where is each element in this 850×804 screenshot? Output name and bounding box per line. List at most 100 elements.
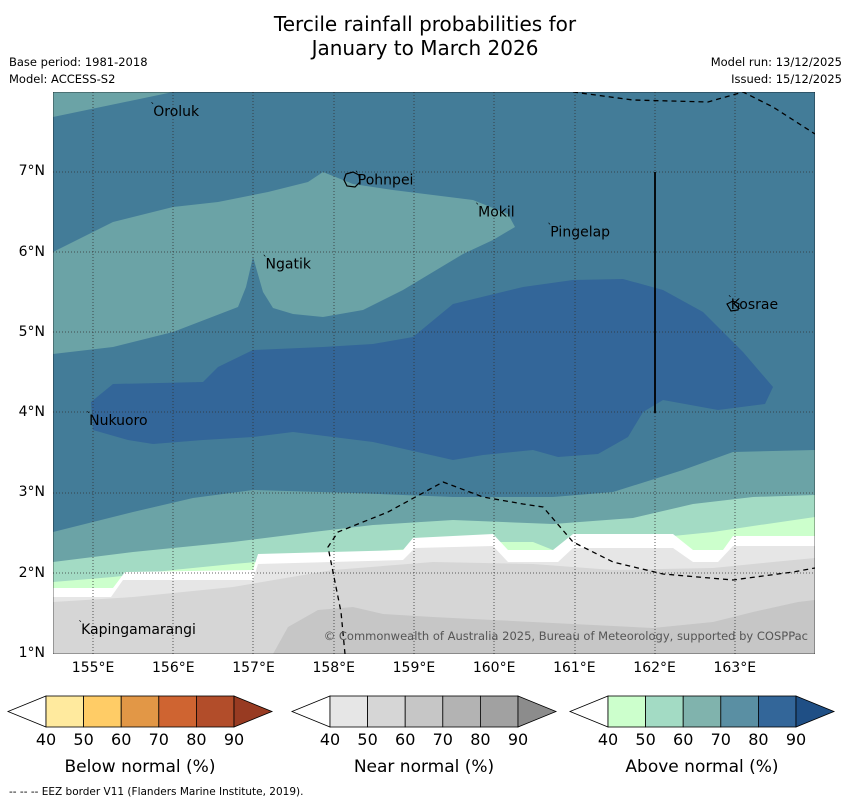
colorbar-tick-label: 40: [320, 730, 340, 749]
colorbar-tick-label: 70: [149, 730, 169, 749]
forecast-map: `Oroluk`Pohnpei`Mokil`Pingelap`Ngatik`Ko…: [53, 92, 815, 654]
probability-fields: [53, 92, 815, 654]
title-line-2: January to March 2026: [311, 36, 539, 60]
colorbar-left-arrow: [6, 695, 47, 728]
lon-tick-label: 155°E: [71, 660, 115, 676]
colorbar-right-arrow: [233, 695, 274, 728]
base-period-text: Base period: 1981-2018: [9, 55, 148, 69]
lat-tick-label: 5°N: [18, 323, 45, 340]
title-line-1: Tercile rainfall probabilities for: [273, 12, 577, 36]
copyright-text: © Commonwealth of Australia 2025, Bureau…: [324, 629, 808, 643]
colorbar-segment: [607, 695, 646, 728]
lat-tick-label: 6°N: [18, 243, 45, 260]
model-text: Model: ACCESS-S2: [9, 72, 116, 86]
place-marker: `: [86, 410, 91, 422]
place-label-mokil: Mokil: [478, 204, 515, 220]
lon-tick-label: 158°E: [312, 660, 356, 676]
colorbar-tick-label: 60: [673, 730, 693, 749]
place-label-kapingamarangi: Kapingamarangi: [81, 622, 196, 638]
colorbar-segment: [442, 695, 481, 728]
lon-tick-label: 162°E: [633, 660, 676, 676]
place-marker: `: [78, 619, 83, 631]
place-marker: `: [475, 201, 480, 213]
islands: [343, 171, 740, 312]
place-marker: `: [547, 222, 552, 234]
issued-text: Issued: 15/12/2025: [731, 72, 842, 86]
colorbar-2: 40 50 60 70 80 90 Above normal (%): [568, 695, 836, 777]
colorbar-tick-label: 80: [186, 730, 206, 749]
run-info: Model run: 13/12/2025 Issued: 15/12/2025: [711, 54, 842, 88]
colorbar-tick-label: 90: [786, 730, 806, 749]
colorbars: 40 50 60 70 80 90 Below normal (%) 40 50 60 70 80 90…: [6, 695, 836, 777]
eez-border-south: [327, 481, 815, 654]
colorbar-segment: [645, 695, 684, 728]
colorbar-segment: [367, 695, 406, 728]
place-label-pohnpei: Pohnpei: [358, 172, 414, 188]
lat-tick-label: 1°N: [18, 645, 45, 661]
colorbar-tick-label: 40: [36, 730, 56, 749]
colorbar-tick-label: 40: [598, 730, 618, 749]
colorbar-tick-label: 70: [711, 730, 731, 749]
kosrae-island: [726, 300, 740, 312]
colorbar-tick-label: 90: [224, 730, 244, 749]
colorbar-right-arrow: [517, 695, 558, 728]
colorbar-title: Below normal (%): [65, 757, 216, 777]
place-marker: `: [150, 101, 155, 113]
model-info: Base period: 1981-2018 Model: ACCESS-S2: [9, 54, 148, 88]
lat-tick-label: 7°N: [18, 163, 45, 180]
colorbar-tick-label: 80: [470, 730, 490, 749]
place-marker: `: [355, 169, 360, 181]
lon-tick-label: 163°E: [713, 660, 757, 676]
lon-tick-label: 157°E: [232, 660, 275, 676]
lon-tick-label: 156°E: [152, 660, 195, 676]
colorbar-1: 40 50 60 70 80 90 Near normal (%): [290, 695, 558, 777]
colorbar-left-arrow: [290, 695, 331, 728]
colorbar-segment: [720, 695, 759, 728]
field-above-60-north: [53, 92, 173, 117]
colorbar-0: 40 50 60 70 80 90 Below normal (%): [6, 695, 274, 777]
lon-tick-label: 160°E: [472, 660, 516, 676]
field-near-60: [273, 600, 815, 654]
chart-title: Tercile rainfall probabilities for Janua…: [0, 12, 850, 60]
lat-tick-label: 2°N: [18, 564, 45, 581]
colorbar-segment: [682, 695, 722, 728]
eez-borders: [327, 92, 815, 654]
colorbar-title: Above normal (%): [625, 757, 778, 777]
place-marker: `: [263, 254, 268, 266]
place-marker: `: [728, 294, 733, 306]
field-above-60-central: [53, 172, 515, 354]
place-labels: `Oroluk`Pohnpei`Mokil`Pingelap`Ngatik`Ko…: [78, 101, 778, 638]
colorbar-segment: [158, 695, 197, 728]
place-label-kosrae: Kosrae: [731, 297, 778, 313]
colorbar-tick-label: 50: [635, 730, 655, 749]
graticule: [53, 92, 815, 654]
place-label-oroluk: Oroluk: [153, 104, 200, 120]
colorbar-segment: [120, 695, 160, 728]
pohnpei-island: [343, 171, 361, 188]
place-label-pingelap: Pingelap: [550, 225, 610, 241]
colorbar-right-arrow: [795, 695, 836, 728]
colorbar-segment: [329, 695, 368, 728]
colorbar-left-arrow: [568, 695, 609, 728]
colorbar-segment: [83, 695, 122, 728]
field-above-80: [91, 279, 773, 460]
colorbar-tick-label: 50: [73, 730, 93, 749]
colorbar-segment: [404, 695, 444, 728]
lat-tick-label: 4°N: [18, 404, 45, 421]
colorbar-tick-label: 80: [748, 730, 768, 749]
colorbar-segment: [45, 695, 84, 728]
colorbar-tick-label: 90: [508, 730, 528, 749]
lon-tick-label: 161°E: [553, 660, 596, 676]
colorbar-title: Near normal (%): [354, 757, 494, 777]
colorbar-tick-label: 70: [433, 730, 453, 749]
place-label-ngatik: Ngatik: [266, 257, 312, 273]
place-label-nukuoro: Nukuoro: [89, 413, 147, 429]
colorbar-tick-label: 50: [357, 730, 377, 749]
eez-border-north: [572, 92, 815, 135]
colorbar-segment: [758, 695, 797, 728]
lat-tick-label: 3°N: [18, 484, 45, 501]
eez-footnote: -- -- -- EEZ border V11 (Flanders Marine…: [9, 786, 304, 798]
colorbar-segment: [195, 695, 235, 728]
colorbar-tick-label: 60: [111, 730, 131, 749]
colorbar-segment: [479, 695, 519, 728]
